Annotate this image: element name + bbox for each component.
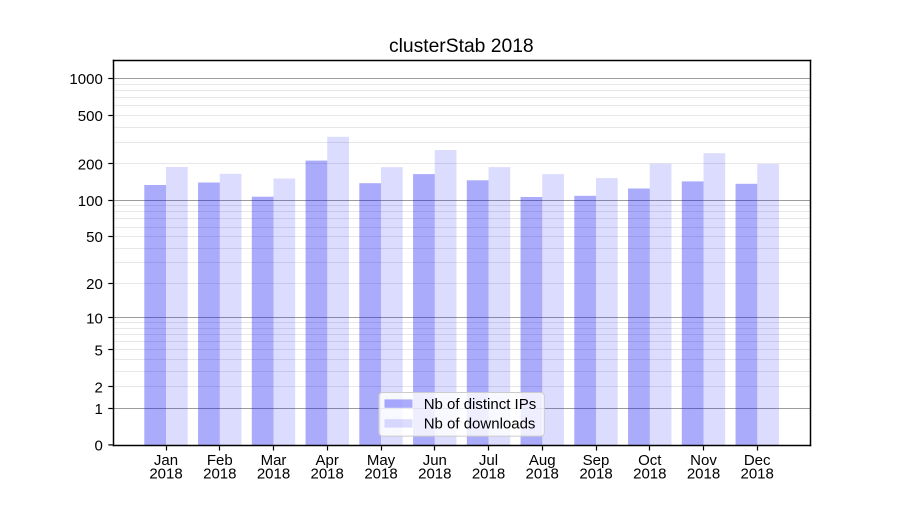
svg-text:Dec: Dec [744,452,771,469]
svg-text:2018: 2018 [364,466,397,483]
svg-text:Apr: Apr [316,452,339,469]
svg-text:Jan: Jan [154,452,178,469]
svg-text:Feb: Feb [207,452,233,469]
svg-text:1: 1 [94,401,102,418]
svg-text:Jul: Jul [479,452,498,469]
svg-text:2018: 2018 [149,466,182,483]
svg-text:2018: 2018 [311,466,344,483]
svg-text:100: 100 [78,193,103,210]
svg-text:Jun: Jun [423,452,447,469]
svg-text:2018: 2018 [579,466,612,483]
svg-text:0: 0 [94,438,102,455]
svg-text:2018: 2018 [687,466,720,483]
svg-text:2018: 2018 [418,466,451,483]
svg-text:5: 5 [94,343,102,360]
svg-text:1000: 1000 [69,71,102,88]
svg-text:clusterStab 2018: clusterStab 2018 [389,36,534,57]
svg-text:Nb of downloads: Nb of downloads [424,416,536,433]
svg-text:10: 10 [86,310,103,327]
svg-text:50: 50 [86,229,103,246]
svg-text:Aug: Aug [529,452,556,469]
svg-text:Nb of distinct IPs: Nb of distinct IPs [424,396,537,413]
svg-text:2018: 2018 [633,466,666,483]
svg-text:2018: 2018 [203,466,236,483]
svg-text:Oct: Oct [638,452,662,469]
svg-text:Nov: Nov [690,452,717,469]
svg-text:Mar: Mar [261,452,287,469]
svg-text:2018: 2018 [526,466,559,483]
svg-text:Sep: Sep [583,452,610,469]
svg-text:2018: 2018 [741,466,774,483]
svg-text:2: 2 [94,379,102,396]
svg-text:May: May [367,452,396,469]
svg-text:20: 20 [86,276,103,293]
svg-text:200: 200 [78,156,103,173]
svg-text:2018: 2018 [257,466,290,483]
svg-text:2018: 2018 [472,466,505,483]
svg-text:500: 500 [78,108,103,125]
